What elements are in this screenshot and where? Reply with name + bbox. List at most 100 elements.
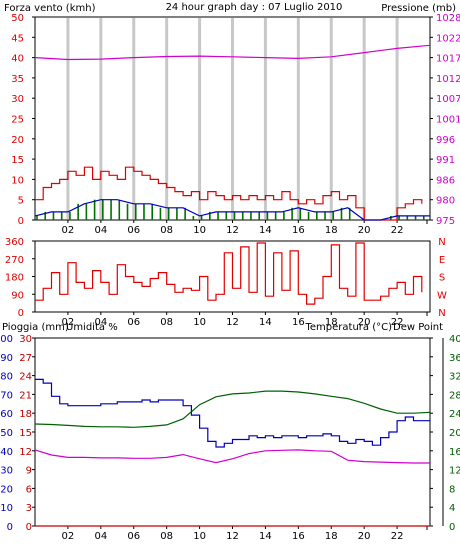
direction-axis-tick-label: 0 [18,308,24,319]
temperature-x-axis-tick-label: 22 [391,531,404,542]
rain-axis-tick-label: 15 [19,428,32,439]
direction-x-axis-tick-label: 20 [358,317,371,328]
wind-x-axis-tick-label: 02 [62,225,75,236]
direction-axis-tick-label: 360 [5,237,24,248]
direction-x-axis-tick-label: 06 [127,317,140,328]
rain-axis-tick-label: 30 [19,334,32,345]
humidity-axis-tick-label: 50 [0,428,13,439]
wind-axis-tick-label: 50 [11,13,24,24]
humidity-line [35,378,430,448]
wind-axis-tick-label: 35 [11,74,24,85]
temperature-x-axis-tick-label: 20 [358,531,371,542]
pressure-axis-tick-label: 1007 [436,94,460,105]
compass-tick-label: N [438,237,445,248]
direction-x-axis-tick-label: 14 [259,317,272,328]
temperature-x-axis-tick-label: 14 [259,531,272,542]
pressure-line [34,44,431,61]
pressure-axis-tick-label: 1012 [436,74,460,85]
temperature-axis-tick-label: 4 [449,503,455,514]
temperature-x-axis-tick-label: 04 [94,531,107,542]
direction-x-axis-tick-label: 22 [391,317,404,328]
rain-axis-tick-label: 0 [26,522,32,533]
wind-x-axis-tick-label: 06 [127,225,140,236]
pressure-axis-tick-label: 1028 [436,13,460,24]
wind-axis-tick-label: 5 [18,196,24,207]
direction-axis-tick-label: 270 [5,255,24,266]
wind-axis-tick-label: 30 [11,94,24,105]
humidity-axis-tick-label: 100 [0,334,13,345]
wind-axis-tick-label: 45 [11,33,24,44]
dew-point-line [34,449,430,464]
temperature-x-axis-tick-label: 18 [325,531,338,542]
temperature-x-axis-tick-label: 10 [193,531,206,542]
humidity-axis-tick-label: 40 [0,447,13,458]
pressure-axis-tick-label: 1001 [436,115,460,126]
rain-axis-tick-label: 18 [19,409,32,420]
temperature-x-axis-tick-label: 12 [226,531,239,542]
compass-tick-label: N [438,308,445,319]
humidity-axis-title: Umidita % [66,322,118,333]
rain-axis-tick-label: 21 [19,390,32,401]
wind-avg-line [34,199,430,221]
temperature-axis-tick-label: 16 [449,447,460,458]
compass-tick-label: W [437,290,447,301]
temperature-axis-tick-label: 12 [449,466,460,477]
direction-x-axis-tick-label: 10 [193,317,206,328]
temperature-axis-tick-label: 40 [449,334,460,345]
graph-title: 24 hour graph day : 07 Luglio 2010 [166,2,343,13]
wind-axis-tick-label: 0 [18,216,24,227]
wind-axis-tick-label: 25 [11,115,24,126]
humidity-axis-tick-label: 80 [0,372,13,383]
humidity-axis-tick-label: 70 [0,390,13,401]
wind-direction-line [35,242,423,305]
wind-x-axis-tick-label: 20 [358,225,371,236]
compass-tick-label: S [439,273,445,284]
temperature-axis-tick-label: 28 [449,390,460,401]
wind-x-axis-tick-label: 08 [160,225,173,236]
pressure-axis-tick-label: 975 [436,216,455,227]
humidity-axis-tick-label: 10 [0,503,13,514]
pressure-axis-tick-label: 991 [436,155,455,166]
pressure-axis-tick-label: 1022 [436,33,460,44]
rain-axis-tick-label: 6 [26,484,32,495]
temperature-x-axis-tick-label: 08 [160,531,173,542]
temperature-humidity-panel: 0102030405060708090100036912151821242730… [0,334,460,542]
temperature-x-axis-tick-label: 16 [292,531,305,542]
temperature-x-axis-tick-label: 02 [62,531,75,542]
dew-point-axis-title: Dew Point [393,322,443,333]
rain-axis-tick-label: 24 [19,372,32,383]
pressure-axis-tick-label: 986 [436,175,455,186]
wind-x-axis-tick-label: 18 [325,225,338,236]
temperature-axis-tick-label: 24 [449,409,460,420]
direction-x-axis-tick-label: 18 [325,317,338,328]
rain-axis-tick-label: 27 [19,353,32,364]
temperature-x-axis-tick-label: 06 [127,531,140,542]
humidity-axis-tick-label: 90 [0,353,13,364]
wind-x-axis-tick-label: 16 [292,225,305,236]
direction-x-axis-tick-label: 16 [292,317,305,328]
rain-axis-tick-label: 3 [26,503,32,514]
temperature-line [34,390,431,428]
wind-speed-axis-title: Forza vento (kmh) [4,3,96,14]
temperature-axis-tick-label: 36 [449,353,460,364]
direction-axis-tick-label: 180 [5,273,24,284]
humidity-axis-tick-label: 20 [0,484,13,495]
direction-x-axis-tick-label: 12 [226,317,239,328]
direction-x-axis-tick-label: 08 [160,317,173,328]
temperature-axis-title: Temperatura (°C) [304,322,392,333]
wind-x-axis-tick-label: 12 [226,225,239,236]
temperature-axis-tick-label: 0 [449,522,455,533]
temperature-axis-tick-label: 32 [449,372,460,383]
temperature-axis-tick-label: 20 [449,428,460,439]
pressure-axis-tick-label: 996 [436,135,455,146]
direction-axis-tick-label: 90 [11,290,24,301]
wind-axis-tick-label: 15 [11,155,24,166]
wind-x-axis-tick-label: 10 [193,225,206,236]
wind-x-axis-tick-label: 04 [94,225,107,236]
direction-x-axis-tick-label: 02 [62,317,75,328]
direction-x-axis-tick-label: 04 [94,317,107,328]
temperature-axis-tick-label: 8 [449,484,455,495]
wind-gust-line [35,166,423,221]
